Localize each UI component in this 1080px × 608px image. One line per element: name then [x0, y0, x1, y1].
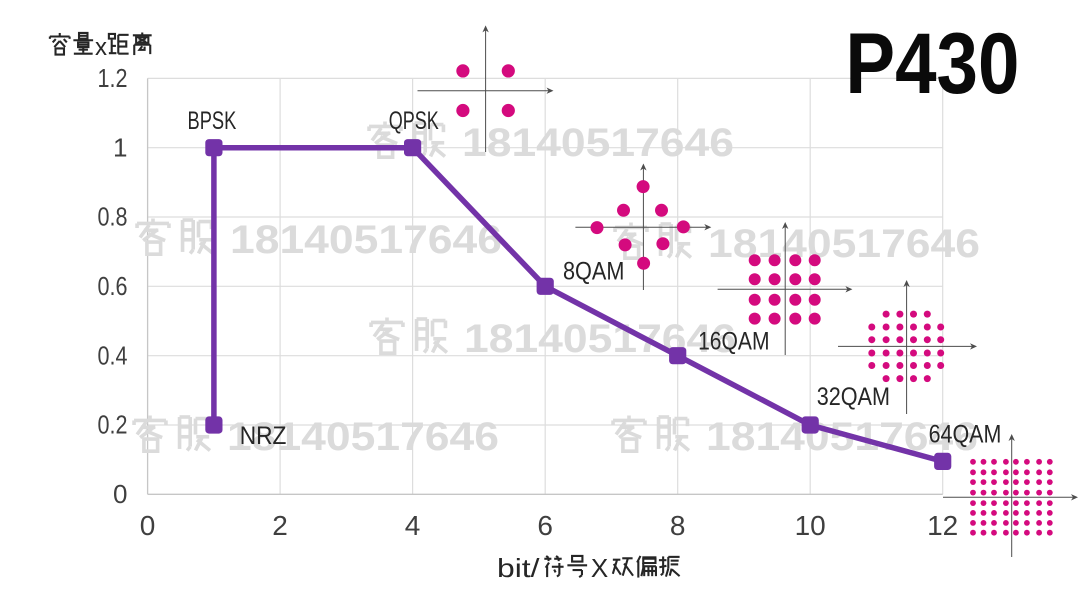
svg-text:X: X [591, 553, 608, 583]
svg-text:12: 12 [927, 510, 958, 541]
svg-text:0.6: 0.6 [98, 271, 128, 301]
svg-text:P430: P430 [845, 16, 1019, 112]
svg-text:18140517646: 18140517646 [227, 415, 499, 459]
svg-text:x: x [95, 34, 107, 61]
svg-text:18140517646: 18140517646 [706, 415, 978, 459]
svg-text:QPSK: QPSK [389, 107, 439, 135]
svg-text:4: 4 [405, 510, 421, 541]
svg-text:0: 0 [140, 510, 156, 541]
svg-text:18140517646: 18140517646 [462, 121, 734, 165]
svg-text:BPSK: BPSK [188, 107, 237, 135]
svg-text:32QAM: 32QAM [817, 383, 890, 411]
svg-text:8: 8 [670, 510, 686, 541]
svg-text:64QAM: 64QAM [929, 421, 1002, 449]
svg-text:1: 1 [113, 132, 127, 162]
svg-text:0.4: 0.4 [98, 340, 128, 370]
svg-text:6: 6 [537, 510, 553, 541]
svg-text:16QAM: 16QAM [698, 328, 769, 356]
svg-text:NRZ: NRZ [240, 422, 287, 450]
svg-text:0.8: 0.8 [98, 202, 128, 232]
svg-text:10: 10 [795, 510, 826, 541]
svg-text:18140517646: 18140517646 [464, 317, 736, 361]
svg-text:8QAM: 8QAM [563, 258, 624, 286]
svg-text:0: 0 [113, 479, 127, 509]
svg-text:2: 2 [272, 510, 288, 541]
svg-text:1.2: 1.2 [98, 63, 128, 93]
svg-text:18140517646: 18140517646 [230, 218, 502, 262]
svg-text:0.2: 0.2 [98, 410, 128, 440]
svg-text:bit/: bit/ [497, 553, 540, 583]
